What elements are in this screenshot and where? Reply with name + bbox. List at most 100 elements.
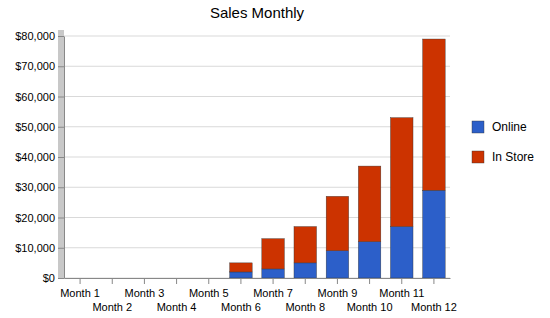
- tick-mark: [273, 278, 274, 284]
- tick-mark: [176, 278, 177, 284]
- tick: $70,000: [15, 60, 64, 72]
- bar: [197, 278, 220, 279]
- tick: $0: [43, 272, 64, 284]
- tick-mark: [433, 278, 434, 284]
- tick-mark: [369, 278, 370, 284]
- tick-label: $30,000: [15, 181, 55, 193]
- tick: Month 9: [318, 278, 358, 299]
- tick: $30,000: [15, 181, 64, 193]
- tick-label: Month 5: [189, 287, 229, 299]
- bar: [165, 278, 188, 279]
- tick-mark: [58, 218, 64, 219]
- bar: [326, 251, 349, 278]
- tick-label: Month 2: [92, 301, 132, 313]
- tick-label: $80,000: [15, 30, 55, 42]
- grid-line: [64, 66, 450, 67]
- x-axis: Month 1 Month 2 Month 3 Month 4 Month 5 Month…: [60, 278, 457, 313]
- tick: Month 5: [189, 278, 229, 299]
- tick-mark: [208, 278, 209, 284]
- tick: $20,000: [15, 212, 64, 224]
- grid: [64, 36, 450, 278]
- legend-label: Online: [492, 120, 527, 134]
- tick: Month 3: [125, 278, 165, 299]
- tick-mark: [58, 127, 64, 128]
- tick-mark: [58, 157, 64, 158]
- tick: Month 11: [379, 278, 424, 299]
- bar: [294, 263, 317, 278]
- bar: [262, 269, 285, 278]
- bar: [133, 278, 156, 279]
- tick-label: $70,000: [15, 60, 55, 72]
- bars: [230, 39, 446, 278]
- tick: Month 1: [60, 278, 100, 299]
- legend-swatch: [472, 121, 484, 133]
- tick-mark: [144, 278, 145, 284]
- tick-label: $40,000: [15, 151, 55, 163]
- tick: Month 7: [253, 278, 293, 299]
- bar: [165, 278, 188, 279]
- bar: [69, 278, 92, 279]
- tick-mark: [58, 187, 64, 188]
- tick-label: $10,000: [15, 242, 55, 254]
- bar: [262, 239, 285, 269]
- tick: $40,000: [15, 151, 64, 163]
- series: [230, 39, 446, 272]
- legend-item: Online: [472, 120, 527, 134]
- bar: [294, 227, 317, 263]
- tick-label: Month 8: [285, 301, 325, 313]
- tick-mark: [58, 278, 64, 279]
- bar: [69, 278, 92, 279]
- bar: [390, 227, 413, 278]
- bar: [197, 278, 220, 279]
- tick-label: Month 9: [318, 287, 358, 299]
- tick-label: Month 4: [157, 301, 197, 313]
- bar: [358, 242, 381, 278]
- tick-label: $60,000: [15, 91, 55, 103]
- wall: [58, 30, 64, 278]
- tick: Month 12: [411, 278, 457, 313]
- grid-line: [64, 36, 450, 37]
- tick-mark: [58, 66, 64, 67]
- tick-mark: [80, 278, 81, 284]
- legend: Online In Store: [472, 120, 534, 164]
- tick-mark: [337, 278, 338, 284]
- plot: $0 $10,000 $20,000 $30,000 $40,000 $50,000 $60…: [15, 30, 457, 313]
- tick-label: Month 3: [125, 287, 165, 299]
- bar: [358, 166, 381, 242]
- chart: Sales Monthly $0 $10,000 $20,000 $30,000 $40,…: [0, 0, 550, 318]
- tick: $50,000: [15, 121, 64, 133]
- tick-label: $20,000: [15, 212, 55, 224]
- tick-label: Month 10: [347, 301, 393, 313]
- tick-mark: [305, 278, 306, 284]
- tick-mark: [58, 248, 64, 249]
- grid-line: [64, 96, 450, 97]
- legend-swatch: [472, 151, 484, 163]
- legend-label: In Store: [492, 150, 534, 164]
- tick: $60,000: [15, 91, 64, 103]
- bar: [101, 278, 124, 279]
- tick-mark: [401, 278, 402, 284]
- bar: [133, 278, 156, 279]
- title: Sales Monthly: [210, 4, 305, 21]
- tick-label: Month 6: [221, 301, 261, 313]
- tick: $10,000: [15, 242, 64, 254]
- tick-label: Month 12: [411, 301, 457, 313]
- bar: [390, 118, 413, 227]
- axis-line: [64, 37, 65, 279]
- bar: [101, 278, 124, 279]
- y-axis: $0 $10,000 $20,000 $30,000 $40,000 $50,000 $60…: [15, 30, 64, 284]
- bar: [326, 196, 349, 250]
- tick-mark: [112, 278, 113, 284]
- tick-mark: [58, 97, 64, 98]
- tick-label: Month 1: [60, 287, 100, 299]
- tick-label: Month 11: [379, 287, 424, 299]
- axis-line: [65, 278, 451, 279]
- tick-mark: [58, 36, 64, 37]
- tick-label: $50,000: [15, 121, 55, 133]
- bar: [230, 272, 253, 278]
- legend-item: In Store: [472, 150, 534, 164]
- tick-label: Month 7: [253, 287, 293, 299]
- bar: [230, 263, 253, 272]
- tick-label: $0: [43, 272, 55, 284]
- bar: [423, 39, 446, 190]
